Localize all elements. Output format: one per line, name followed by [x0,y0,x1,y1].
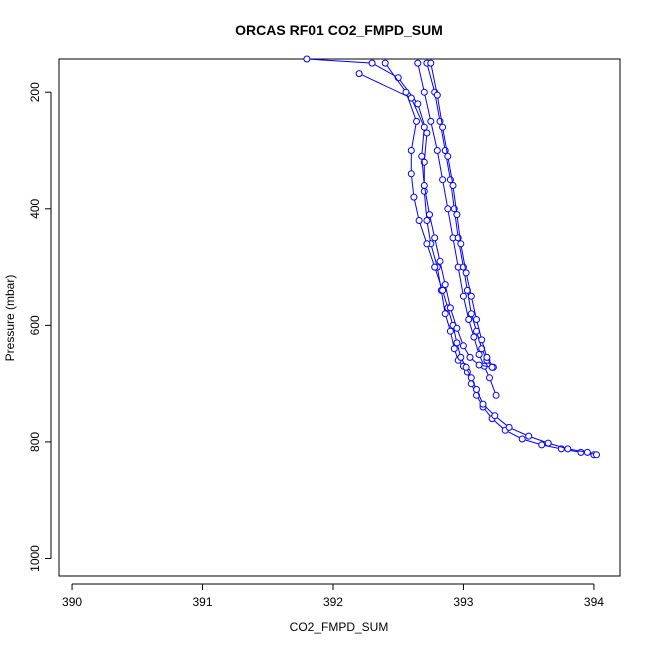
y-tick-label: 600 [28,315,42,335]
data-point [415,217,423,224]
data-point [459,342,467,350]
data-point [413,117,420,125]
data-point [427,117,435,125]
data-point [462,269,470,277]
data-point [518,435,526,443]
data-point [423,217,431,224]
x-axis: 390 391 392 393 394 [62,583,604,609]
data-point [439,286,447,294]
y-tick-label: 400 [28,198,42,218]
data-point [483,353,491,361]
series-6 [355,70,496,371]
data-point [465,316,473,323]
data-point [414,100,422,108]
data-point [381,59,389,67]
data-point [441,310,449,318]
x-tick-label: 392 [323,595,343,609]
data-point [431,234,439,242]
data-point [453,211,461,219]
data-point [368,59,376,67]
data-point [439,176,447,184]
data-point [475,361,483,369]
series-5 [427,59,497,371]
data-point [453,339,461,347]
data-point [467,310,475,318]
data-point [538,441,546,449]
data-point [439,123,447,131]
series-1 [303,55,598,459]
data-point [418,152,426,160]
data-point [420,182,428,189]
plot-frame [58,58,621,577]
data-point [420,123,428,131]
x-tick-label: 390 [62,595,82,609]
data-point [479,400,487,408]
data-point [450,345,458,353]
data-point [407,94,415,102]
series-line [306,58,594,456]
data-point [423,240,431,248]
data-point [457,353,465,361]
data-point [420,88,428,96]
x-tick-label: 394 [584,595,604,609]
data-point [436,257,444,265]
data-point [444,205,452,213]
data-point [577,448,585,456]
data-point [478,336,486,344]
data-point [462,363,470,371]
data-point [303,55,311,63]
data-point [467,374,475,382]
data-point [444,152,452,160]
chart-title: ORCAS RF01 CO2_FMPD_SUM [235,22,443,38]
x-axis-label: CO2_FMPD_SUM [290,620,389,634]
y-axis: 200 400 600 800 1000 [28,82,52,572]
x-tick-label: 391 [192,595,212,609]
data-point [564,445,572,453]
data-point [491,412,499,420]
data-point [525,432,533,440]
series-2 [381,59,600,459]
data-point [505,423,513,431]
data-point [426,211,433,219]
y-axis-label: Pressure (mbar) [3,275,17,362]
data-point [427,59,435,67]
data-point [470,333,478,341]
y-tick-label: 200 [28,82,42,102]
data-point [449,182,457,189]
data-point [420,187,428,195]
data-point [453,324,461,332]
data-point [407,170,415,178]
data-point [488,363,496,371]
data-point [355,70,363,78]
series-3 [414,59,500,399]
y-tick-label: 1000 [28,545,42,572]
series-group [303,55,600,459]
data-point [414,59,422,67]
data-point [446,327,454,335]
data-point [457,240,465,248]
data-point [410,193,418,201]
data-point [467,292,475,300]
data-point [593,451,600,459]
data-point [492,391,500,399]
data-point [433,91,441,99]
data-point [486,374,493,382]
data-point [431,263,439,271]
data-point [583,448,591,456]
series-line [430,63,494,368]
data-point [433,147,441,154]
data-point [423,129,431,137]
data-point [473,386,480,393]
data-point [459,292,467,300]
data-point [475,351,483,358]
data-point [407,147,415,154]
data-point [473,316,480,323]
data-point [446,304,454,312]
data-point [466,353,474,361]
x-tick-label: 393 [453,595,473,609]
data-point [441,281,449,289]
y-tick-label: 800 [28,432,42,452]
data-point [544,439,552,447]
